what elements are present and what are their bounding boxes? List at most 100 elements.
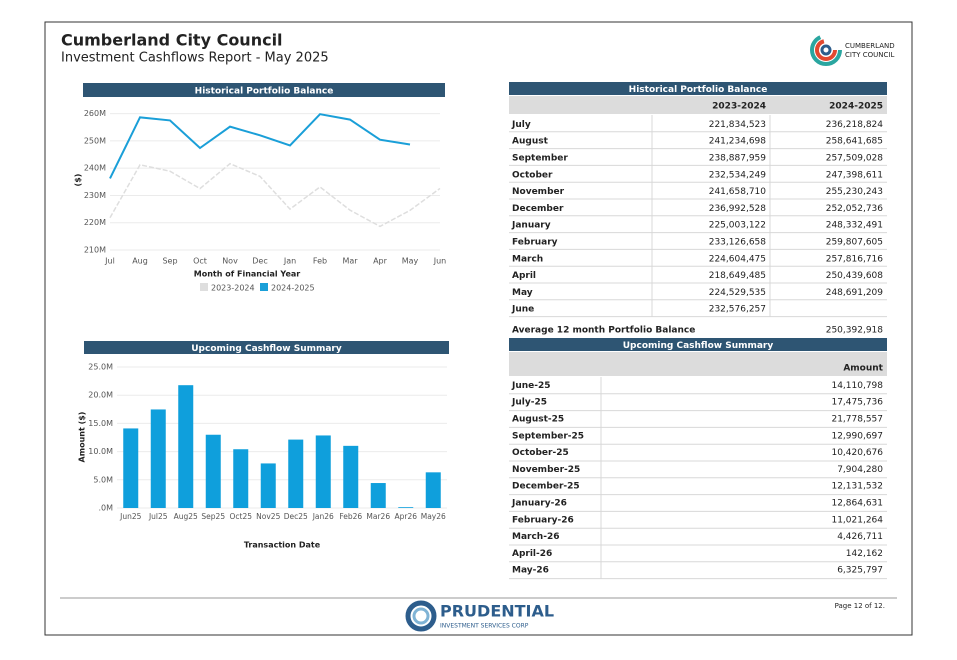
x-tick-label: Mar — [342, 257, 358, 266]
cell: 252,052,736 — [826, 204, 884, 214]
row-label: March — [512, 254, 543, 264]
row-label: February-26 — [512, 515, 574, 525]
cell: 224,529,535 — [709, 288, 766, 298]
y-tick-label: 10.0M — [88, 447, 113, 456]
row-label: May — [512, 288, 533, 298]
column-header: 2023-2024 — [712, 102, 766, 112]
row-label: February — [512, 238, 558, 248]
bar — [315, 435, 331, 508]
row-label: November-25 — [512, 465, 580, 475]
y-tick-label: 250M — [84, 136, 106, 145]
x-tick-label: Nov25 — [256, 512, 280, 521]
cell: 21,778,557 — [831, 415, 883, 425]
y-tick-label: 240M — [84, 164, 106, 173]
y-axis-label: ($) — [74, 174, 83, 187]
row-label: July-25 — [511, 398, 547, 408]
x-tick-label: Oct25 — [229, 512, 252, 521]
row-label: September — [512, 154, 568, 164]
report-subtitle: Investment Cashflows Report - May 2025 — [61, 51, 329, 66]
row-label: May-26 — [512, 566, 549, 576]
bar — [123, 428, 139, 508]
x-tick-label: Apr26 — [394, 512, 417, 521]
header-row — [509, 96, 887, 114]
cell: 241,234,698 — [709, 137, 767, 147]
report-title: Cumberland City Council — [61, 31, 283, 50]
cell: 257,509,028 — [826, 154, 884, 164]
cell: 14,110,798 — [831, 381, 883, 391]
header-row — [509, 352, 887, 376]
average-label: Average 12 month Portfolio Balance — [512, 326, 695, 336]
cell: 248,691,209 — [826, 288, 884, 298]
x-tick-label: Jun — [433, 257, 447, 266]
x-tick-label: Aug — [132, 257, 148, 266]
series-line — [109, 162, 441, 228]
page-border — [44, 21, 913, 636]
legend-label: 2024-2025 — [271, 284, 315, 293]
legend-swatch — [200, 283, 208, 291]
cell: 221,834,523 — [709, 120, 766, 130]
cell: 255,230,243 — [826, 187, 883, 197]
logo-text: CUMBERLAND — [845, 42, 895, 50]
column-header: 2024-2025 — [829, 102, 883, 112]
y-tick-label: 5.0M — [93, 475, 113, 484]
cell: 17,475,736 — [831, 398, 883, 408]
cell: 241,658,710 — [709, 187, 767, 197]
footer-brand: PRUDENTIAL — [440, 602, 554, 621]
footer-tagline: INVESTMENT SERVICES CORP — [440, 623, 529, 630]
row-label: October-25 — [512, 448, 569, 458]
cell: 247,398,611 — [826, 170, 883, 180]
page-number: Page 12 of 12. — [835, 602, 885, 610]
row-label: January — [511, 221, 551, 231]
y-axis-label: Amount ($) — [78, 412, 87, 463]
cell: 4,426,711 — [837, 532, 883, 542]
cell: 6,325,797 — [837, 566, 883, 576]
bar — [398, 507, 414, 508]
title-bar — [509, 82, 887, 95]
row-label: July — [511, 120, 531, 130]
cell: 7,904,280 — [837, 465, 883, 475]
x-tick-label: Jul — [104, 257, 115, 266]
x-tick-label: Mar26 — [366, 512, 390, 521]
x-tick-label: Sep — [162, 257, 177, 266]
prudential-logo: PRUDENTIAL INVESTMENT SERVICES CORP — [405, 600, 554, 632]
y-tick-label: .0M — [98, 504, 113, 513]
cell: 258,641,685 — [826, 137, 883, 147]
cell: 257,816,716 — [826, 254, 884, 264]
x-tick-label: Jul25 — [148, 512, 168, 521]
y-tick-label: 20.0M — [88, 391, 113, 400]
x-tick-label: May — [402, 257, 419, 266]
council-logo: CUMBERLAND CITY COUNCIL — [810, 34, 895, 66]
cell: 11,021,264 — [831, 515, 883, 525]
row-label: October — [512, 170, 553, 180]
y-tick-label: 15.0M — [88, 419, 113, 428]
cell: 236,992,528 — [709, 204, 767, 214]
x-tick-label: Jun25 — [119, 512, 141, 521]
x-tick-label: Sep25 — [201, 512, 225, 521]
row-label: March-26 — [512, 532, 559, 542]
cell: 218,649,485 — [709, 271, 766, 281]
cell: 10,420,676 — [831, 448, 883, 458]
x-axis-label: Transaction Date — [244, 541, 321, 550]
row-label: June-25 — [511, 381, 551, 391]
row-label: August-25 — [512, 415, 564, 425]
x-tick-label: Dec — [252, 257, 267, 266]
cell: 232,534,249 — [709, 170, 767, 180]
cell: 238,887,959 — [709, 154, 767, 164]
x-tick-label: Apr — [373, 257, 388, 266]
cell: 224,604,475 — [709, 254, 766, 264]
bar — [233, 449, 249, 508]
column-header: Amount — [843, 364, 883, 374]
row-label: December-25 — [512, 482, 580, 492]
legend-swatch — [260, 283, 268, 291]
y-tick-label: 210M — [84, 246, 106, 255]
series-line — [109, 113, 411, 179]
cell: 12,131,532 — [831, 482, 883, 492]
y-tick-label: 230M — [84, 191, 106, 200]
x-tick-label: Feb — [313, 257, 327, 266]
cell: 232,576,257 — [709, 305, 766, 315]
row-label: November — [512, 187, 565, 197]
x-tick-label: Jan — [283, 257, 296, 266]
average-value: 250,392,918 — [826, 326, 884, 336]
x-axis-label: Month of Financial Year — [194, 270, 301, 279]
